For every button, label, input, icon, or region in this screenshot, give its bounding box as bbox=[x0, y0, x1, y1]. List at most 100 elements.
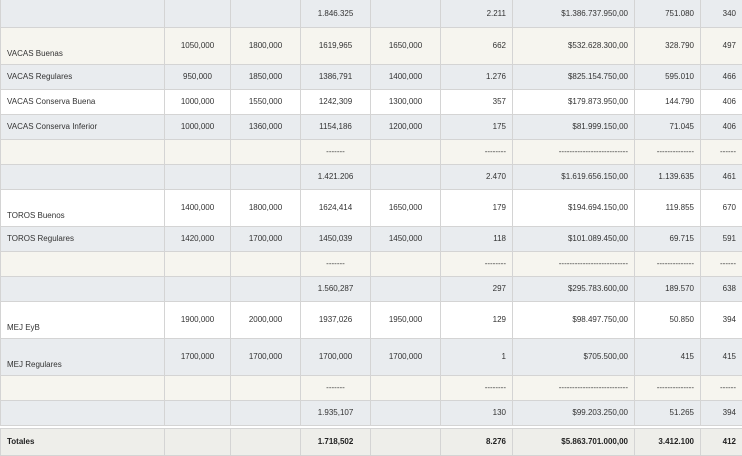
head-count-cell: 1.276 bbox=[441, 64, 513, 89]
mode-cell bbox=[371, 164, 441, 189]
head-count-cell: 2.211 bbox=[441, 0, 513, 27]
mode-cell bbox=[371, 0, 441, 27]
kg-cell: 328.790 bbox=[635, 27, 701, 64]
head-count-cell: 2.470 bbox=[441, 164, 513, 189]
amount-cell: $98.497.750,00 bbox=[513, 301, 635, 338]
max-cell: 1700,000 bbox=[231, 226, 301, 251]
subtotal-row: 1.421.206 2.470 $1.619.656.150,00 1.139.… bbox=[1, 164, 742, 189]
mode-cell: 1950,000 bbox=[371, 301, 441, 338]
kg-cell: 189.570 bbox=[635, 276, 701, 301]
min-cell bbox=[165, 251, 231, 276]
totals-row: Totales 1.718,502 8.276 $5.863.701.000,0… bbox=[1, 428, 742, 455]
amount-cell: $179.873.950,00 bbox=[513, 89, 635, 114]
max-cell bbox=[231, 251, 301, 276]
kg-cell: -------------- bbox=[635, 251, 701, 276]
category-cell bbox=[1, 164, 165, 189]
min-cell bbox=[165, 139, 231, 164]
kg-cell: -------------- bbox=[635, 139, 701, 164]
min-cell: 1900,000 bbox=[165, 301, 231, 338]
mode-cell: 1650,000 bbox=[371, 27, 441, 64]
head-count-cell: 118 bbox=[441, 226, 513, 251]
separator-row: ------- -------- -----------------------… bbox=[1, 139, 742, 164]
avg-weight-cell: 670 bbox=[701, 189, 742, 226]
mode-cell bbox=[371, 375, 441, 400]
avg-weight-cell: 415 bbox=[701, 338, 742, 375]
avg-weight-cell: 497 bbox=[701, 27, 742, 64]
head-count-cell: 175 bbox=[441, 114, 513, 139]
avg-weight-cell: ------ bbox=[701, 251, 742, 276]
max-cell: 1550,000 bbox=[231, 89, 301, 114]
category-cell bbox=[1, 139, 165, 164]
avg-cell: 1386,791 bbox=[301, 64, 371, 89]
head-count-cell: 662 bbox=[441, 27, 513, 64]
mode-cell bbox=[371, 251, 441, 276]
kg-cell: 3.412.100 bbox=[635, 428, 701, 455]
category-cell: VACAS Regulares bbox=[1, 64, 165, 89]
max-cell bbox=[231, 428, 301, 455]
avg-cell: ------- bbox=[301, 139, 371, 164]
max-cell: 2000,000 bbox=[231, 301, 301, 338]
avg-cell: 1242,309 bbox=[301, 89, 371, 114]
head-count-cell: 129 bbox=[441, 301, 513, 338]
avg-weight-cell: 412 bbox=[701, 428, 742, 455]
avg-cell: 1624,414 bbox=[301, 189, 371, 226]
table-row: VACAS Conserva Buena 1000,000 1550,000 1… bbox=[1, 89, 742, 114]
amount-cell: $5.863.701.000,00 bbox=[513, 428, 635, 455]
amount-cell: $532.628.300,00 bbox=[513, 27, 635, 64]
head-count-cell: 130 bbox=[441, 400, 513, 425]
avg-cell: 1.560,287 bbox=[301, 276, 371, 301]
max-cell bbox=[231, 164, 301, 189]
min-cell bbox=[165, 276, 231, 301]
table-row: VACAS Regulares 950,000 1850,000 1386,79… bbox=[1, 64, 742, 89]
subtotal-row: 1.935,107 130 $99.203.250,00 51.265 394 bbox=[1, 400, 742, 425]
avg-cell: 1.718,502 bbox=[301, 428, 371, 455]
head-count-cell: 8.276 bbox=[441, 428, 513, 455]
mode-cell bbox=[371, 139, 441, 164]
amount-cell: $81.999.150,00 bbox=[513, 114, 635, 139]
avg-weight-cell: ------ bbox=[701, 375, 742, 400]
avg-cell: 1154,186 bbox=[301, 114, 371, 139]
amount-cell: $1.619.656.150,00 bbox=[513, 164, 635, 189]
separator-row: ------- -------- -----------------------… bbox=[1, 375, 742, 400]
category-cell: TOROS Regulares bbox=[1, 226, 165, 251]
mode-cell bbox=[371, 276, 441, 301]
avg-cell: 1700,000 bbox=[301, 338, 371, 375]
avg-weight-cell: 340 bbox=[701, 0, 742, 27]
category-cell: TOROS Buenos bbox=[1, 189, 165, 226]
head-count-cell: -------- bbox=[441, 375, 513, 400]
avg-cell: 1.421.206 bbox=[301, 164, 371, 189]
min-cell: 1700,000 bbox=[165, 338, 231, 375]
amount-cell: -------------------------- bbox=[513, 251, 635, 276]
table-row: 1.846.325 2.211 $1.386.737.950,00 751.08… bbox=[1, 0, 742, 27]
table-row: MEJ EyB 1900,000 2000,000 1937,026 1950,… bbox=[1, 301, 742, 338]
mode-cell: 1300,000 bbox=[371, 89, 441, 114]
min-cell: 1000,000 bbox=[165, 89, 231, 114]
max-cell bbox=[231, 375, 301, 400]
min-cell bbox=[165, 164, 231, 189]
category-cell: VACAS Conserva Inferior bbox=[1, 114, 165, 139]
head-count-cell: -------- bbox=[441, 139, 513, 164]
avg-cell: 1619,965 bbox=[301, 27, 371, 64]
kg-cell: 415 bbox=[635, 338, 701, 375]
avg-weight-cell: 394 bbox=[701, 301, 742, 338]
category-cell bbox=[1, 0, 165, 27]
kg-cell: 595.010 bbox=[635, 64, 701, 89]
min-cell bbox=[165, 400, 231, 425]
amount-cell: $295.783.600,00 bbox=[513, 276, 635, 301]
min-cell: 1000,000 bbox=[165, 114, 231, 139]
kg-cell: 69.715 bbox=[635, 226, 701, 251]
min-cell bbox=[165, 0, 231, 27]
head-count-cell: 357 bbox=[441, 89, 513, 114]
max-cell bbox=[231, 139, 301, 164]
min-cell bbox=[165, 375, 231, 400]
avg-weight-cell: 591 bbox=[701, 226, 742, 251]
max-cell: 1360,000 bbox=[231, 114, 301, 139]
amount-cell: $194.694.150,00 bbox=[513, 189, 635, 226]
avg-weight-cell: 394 bbox=[701, 400, 742, 425]
avg-weight-cell: 461 bbox=[701, 164, 742, 189]
min-cell: 1050,000 bbox=[165, 27, 231, 64]
kg-cell: 1.139.635 bbox=[635, 164, 701, 189]
category-cell: VACAS Buenas bbox=[1, 27, 165, 64]
min-cell: 950,000 bbox=[165, 64, 231, 89]
max-cell bbox=[231, 0, 301, 27]
